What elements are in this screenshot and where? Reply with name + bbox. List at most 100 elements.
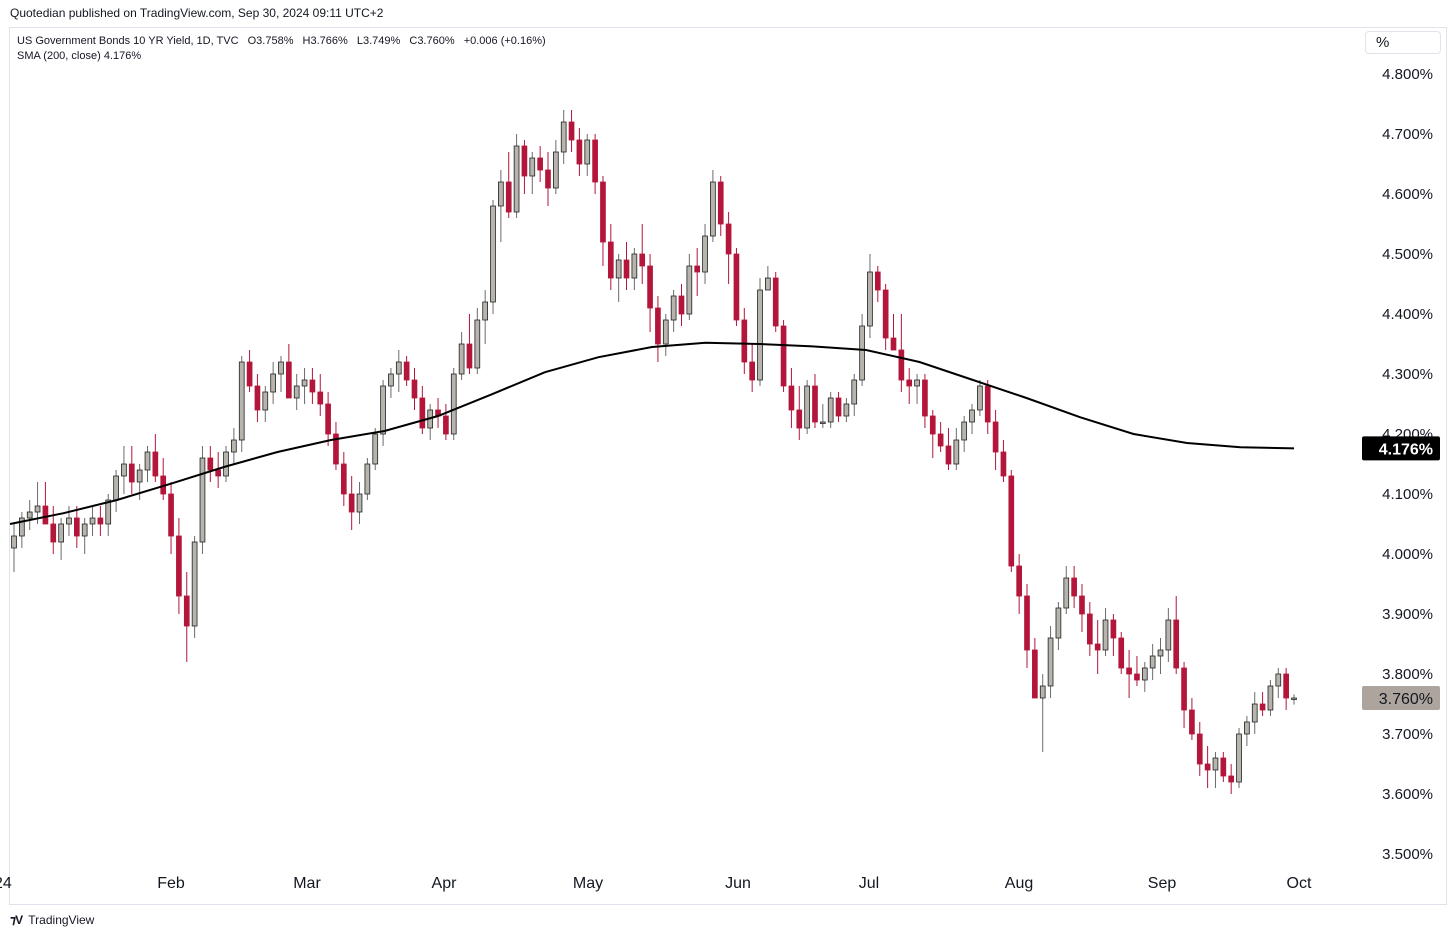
candle-body (1196, 733, 1203, 765)
candle-body (615, 259, 622, 279)
price-tags: 4.176% 3.760% (1362, 436, 1440, 710)
legend-low: L3.749% (356, 35, 401, 47)
candle-body (812, 385, 818, 423)
candle-body (1141, 667, 1148, 681)
candle-body (1110, 619, 1117, 639)
candle-body (827, 397, 834, 423)
candle-body (419, 397, 426, 429)
y-tick-label: 4.700% (1382, 126, 1433, 143)
candle-body (882, 289, 889, 339)
candle-body (231, 439, 237, 453)
candle-body (482, 301, 489, 321)
candle-body (820, 421, 826, 424)
candle-body (364, 463, 371, 495)
candle-body (623, 259, 630, 279)
candle-body (113, 475, 119, 501)
unit-button[interactable]: % (1365, 31, 1441, 54)
candle-body (1173, 619, 1180, 669)
candle-body (772, 277, 779, 327)
candle-body (717, 181, 724, 225)
candle-body (152, 451, 159, 477)
candle-body (317, 391, 324, 405)
chart-legend: US Government Bonds 10 YR Yield, 1D, TVC… (17, 34, 552, 64)
candle-body (50, 523, 57, 543)
candle-body (144, 451, 151, 471)
candle-body (537, 157, 543, 171)
y-tick-label: 4.100% (1382, 486, 1433, 503)
candle-body (443, 415, 449, 435)
candle-body (953, 439, 960, 465)
candle-body (592, 139, 598, 183)
candle-body (309, 379, 316, 393)
candle-body (914, 379, 920, 387)
candle-body (1283, 673, 1289, 699)
candle-body (929, 415, 936, 435)
candle-body (450, 373, 457, 435)
candle-body (1212, 757, 1219, 771)
candle-body (1134, 673, 1140, 681)
candle-body (505, 181, 512, 213)
candle-body (1244, 721, 1250, 735)
candle-body (670, 295, 677, 321)
legend-close: C3.760% (409, 35, 455, 47)
candle-body (607, 241, 614, 279)
candle-body (765, 277, 771, 291)
candle-body (66, 517, 72, 525)
candle-body (851, 379, 858, 405)
footer-branding: ⁊V TradingView (10, 913, 94, 927)
candle-body (1055, 607, 1062, 639)
candle-body (922, 379, 928, 417)
candle-body (1016, 565, 1022, 597)
publisher-line: Quotedian published on TradingView.com, … (10, 6, 384, 20)
candle-body (340, 463, 347, 495)
candle-body (568, 121, 575, 141)
tradingview-logo-icon: ⁊V (10, 913, 23, 927)
candle-body (121, 463, 127, 477)
candle-body (293, 385, 300, 399)
candle-body (545, 169, 551, 189)
candle-body (780, 325, 787, 387)
candle-body (26, 511, 33, 519)
candle-body (105, 499, 112, 525)
candle-body (639, 253, 646, 267)
candle-body (937, 433, 944, 447)
y-tick-label: 3.700% (1382, 726, 1433, 743)
candle-body (270, 373, 276, 393)
candle-body (662, 319, 669, 345)
candle-body (584, 139, 591, 165)
x-axis: 2024 Feb Mar Apr May Jun Jul Aug Sep Oct (0, 875, 1312, 892)
candle-body (1181, 667, 1187, 711)
candle-body (333, 433, 339, 465)
candle-body (278, 361, 284, 375)
candle-body (529, 157, 536, 177)
x-tick-label: Jul (859, 875, 879, 892)
candle-body (466, 343, 473, 369)
candle-body (835, 397, 842, 417)
y-tick-label: 3.600% (1382, 786, 1433, 803)
candle-body (128, 463, 135, 483)
candle-body (686, 265, 693, 315)
candle-body (1275, 673, 1282, 687)
x-tick-label: 2024 (0, 875, 12, 892)
candle-body (19, 517, 25, 537)
candle-body (521, 145, 528, 177)
candle-body (576, 139, 583, 165)
candle-body (1047, 637, 1054, 687)
candle-body (694, 265, 701, 273)
candle-body (1008, 475, 1015, 567)
candlestick-series (11, 110, 1297, 794)
candle-body (553, 151, 559, 189)
legend-open: O3.758% (247, 35, 294, 47)
y-tick-label: 4.300% (1382, 366, 1433, 383)
last-price-tag (1362, 686, 1440, 710)
candle-body (749, 361, 755, 381)
candle-body (655, 307, 661, 345)
y-tick-label: 4.500% (1382, 246, 1433, 263)
candle-body (631, 253, 638, 279)
legend-high: H3.766% (302, 35, 348, 47)
candle-body (458, 343, 465, 375)
y-tick-label: 4.600% (1382, 186, 1433, 203)
sma-value-tag (1362, 436, 1440, 461)
candle-body (89, 517, 96, 525)
